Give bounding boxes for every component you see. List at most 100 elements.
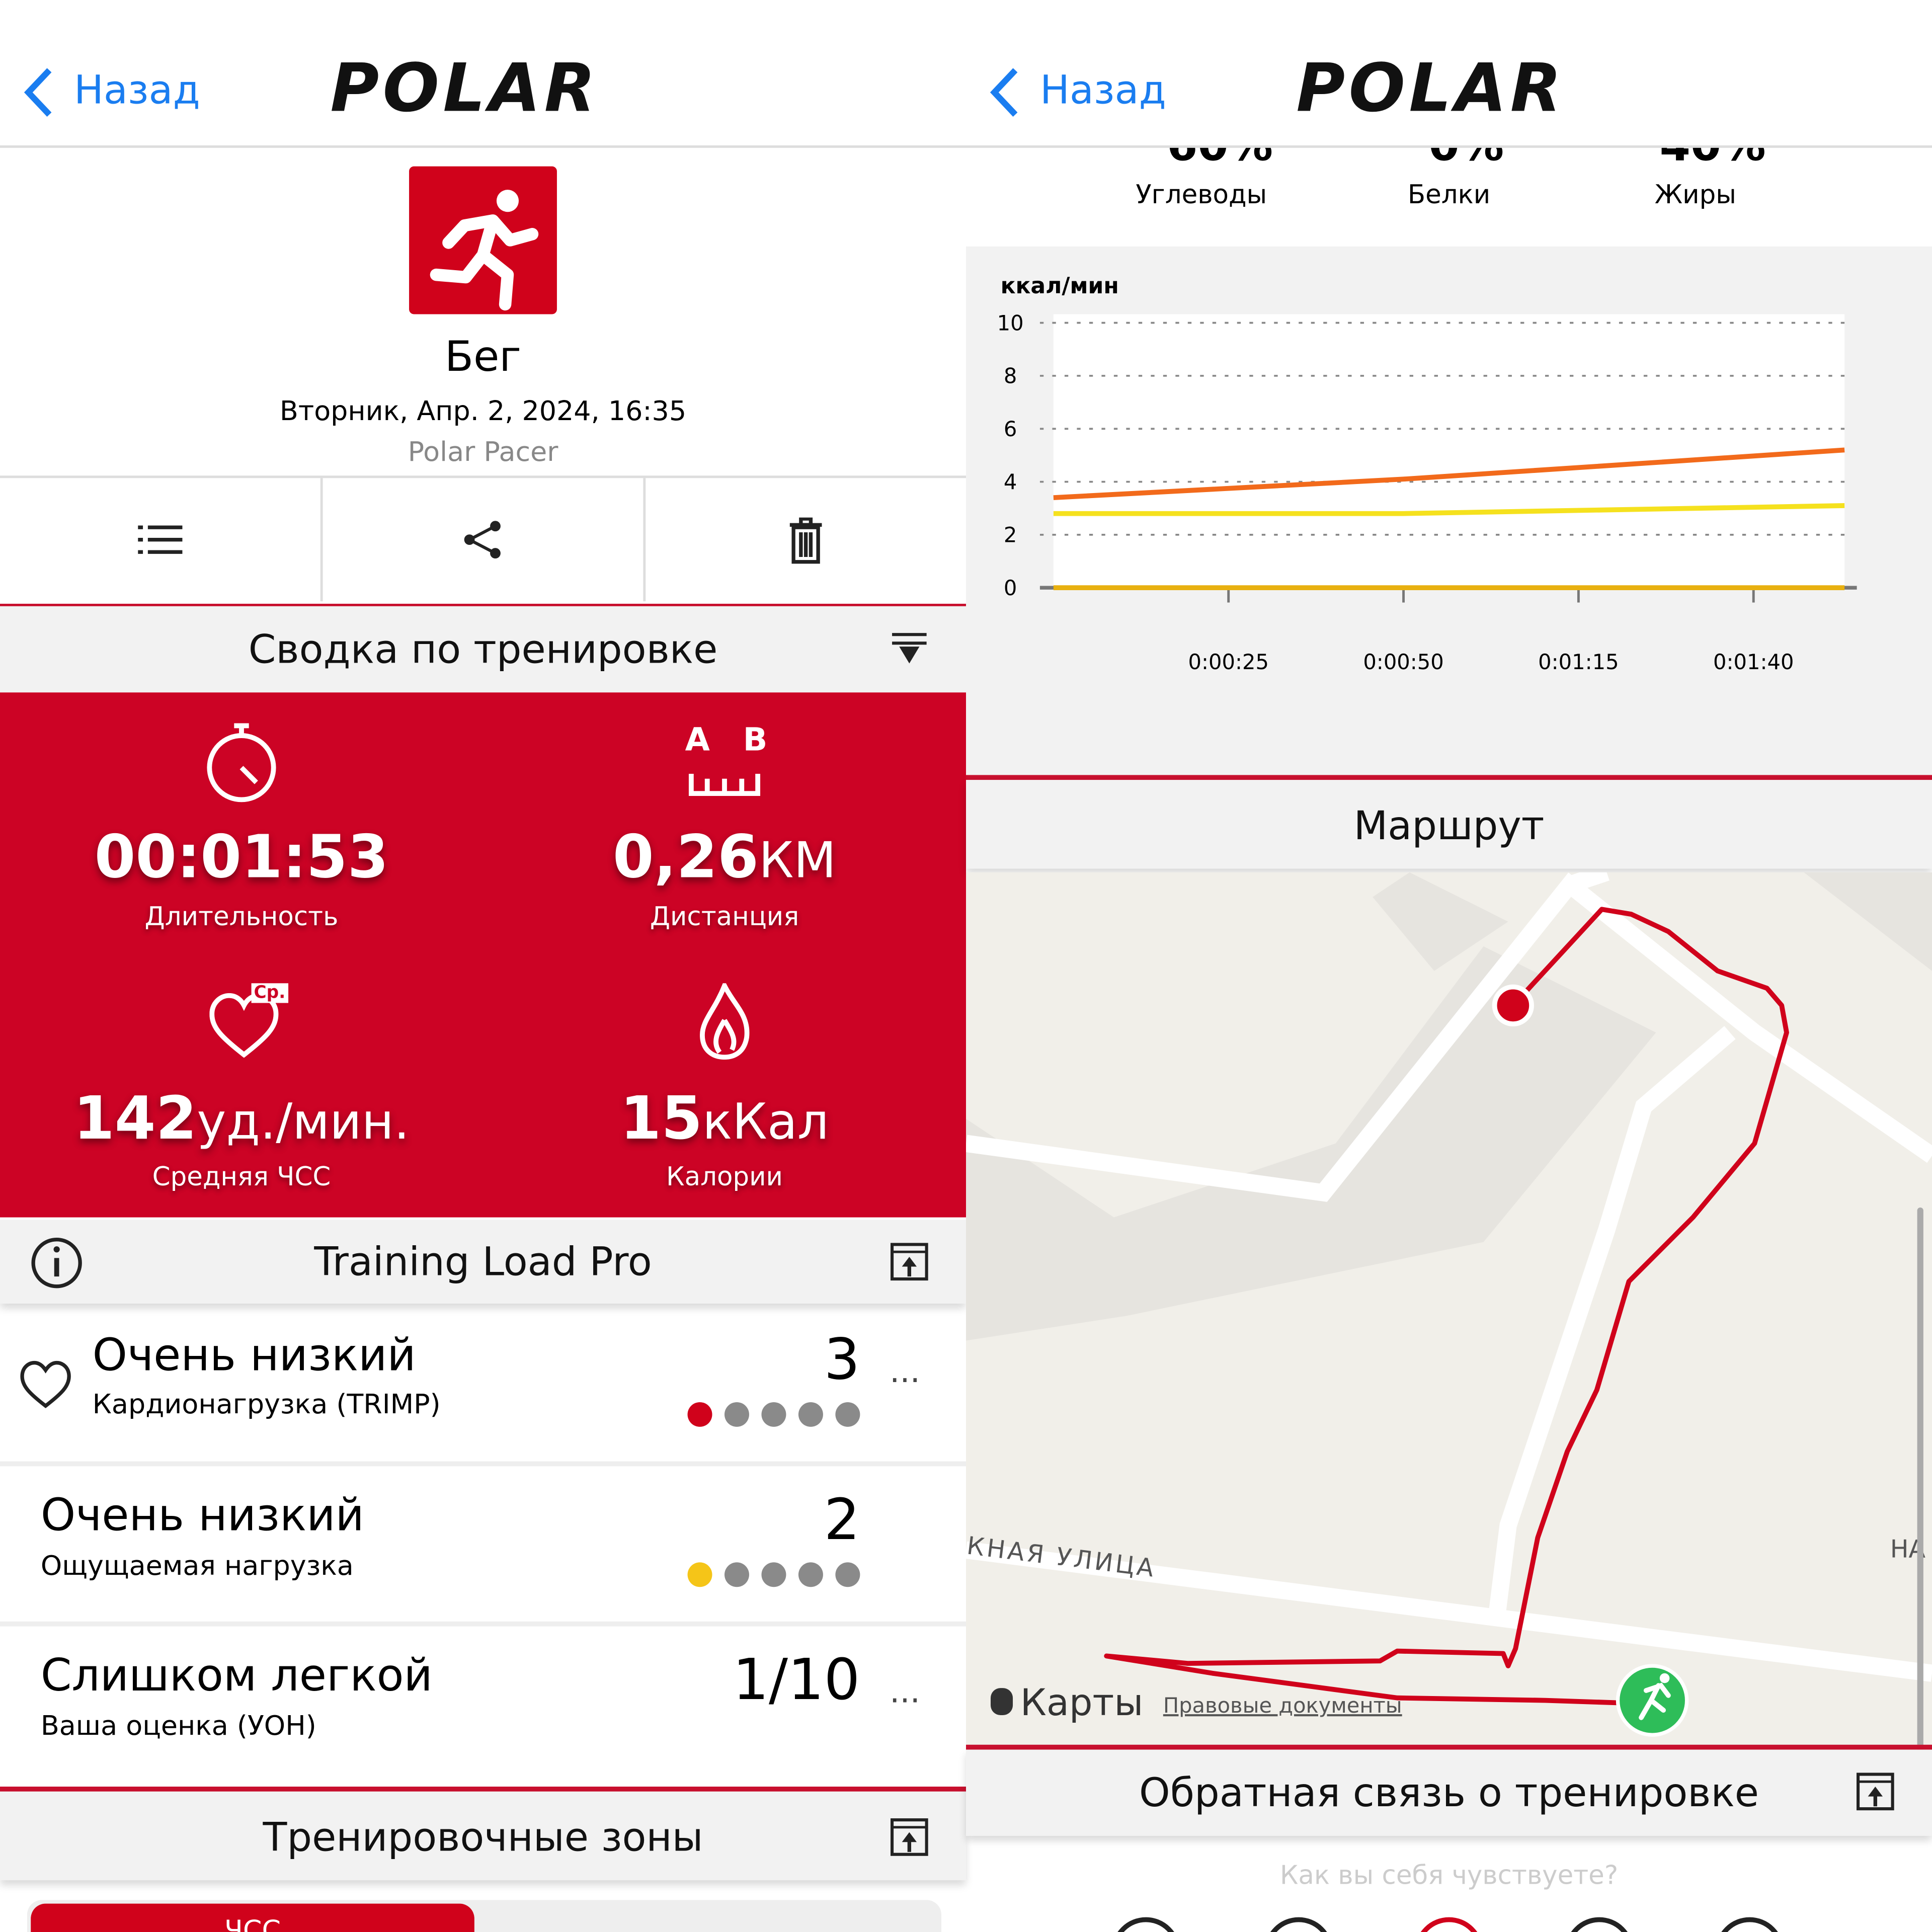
data-line: [1053, 503, 1845, 516]
heart-outline-icon: [20, 1360, 71, 1408]
load-score: 2: [824, 1486, 860, 1553]
section-title: Тренировочные зоны: [263, 1813, 703, 1861]
x-tick-label: 0:00:50: [1363, 650, 1443, 674]
collapse-icon[interactable]: [890, 1242, 929, 1281]
load-score: 3: [824, 1326, 860, 1393]
y-tick-label: 2: [1004, 523, 1017, 547]
route-line: [1104, 907, 1789, 1706]
ruler-icon: [688, 773, 761, 796]
dot: [725, 1562, 749, 1587]
y-tick-label: 10: [997, 310, 1024, 335]
section-header: [0, 606, 967, 693]
y-tick-label: 0: [1004, 576, 1017, 600]
plot-area: [1053, 314, 1845, 588]
y-tick-label: 8: [1004, 364, 1017, 388]
stat-number: 0,26: [612, 823, 759, 893]
stat-unit: кКал: [702, 1094, 829, 1151]
stat-label: Средняя ЧСС: [152, 1162, 331, 1192]
section-header: [0, 1220, 967, 1304]
separator: [966, 1744, 1932, 1750]
dot: [798, 1402, 823, 1427]
nav-bar: [966, 0, 1932, 148]
macro-value: 40%: [1660, 148, 1766, 172]
stopwatch-icon: [207, 723, 276, 802]
load-level: Слишком легкой: [40, 1651, 433, 1702]
summary-panel: [0, 692, 967, 1218]
street-label: КНАЯ УЛИЦА: [966, 1531, 1158, 1583]
apple-logo: [990, 1688, 1013, 1715]
route-end: [1492, 984, 1534, 1027]
load-label: Ваша оценка (УОН): [40, 1711, 316, 1742]
score-dots: [675, 1562, 860, 1592]
more-button[interactable]: ···: [890, 1362, 920, 1400]
load-label: Кардионагрузка (TRIMP): [92, 1390, 441, 1421]
dot: [687, 1402, 712, 1427]
section-header: [0, 1791, 967, 1881]
info-icon[interactable]: [30, 1236, 84, 1290]
activity-icon: [409, 166, 557, 314]
separator: [0, 1621, 967, 1627]
delete-icon[interactable]: [788, 517, 823, 565]
separator: [966, 775, 1932, 780]
macro-value: 60%: [1167, 148, 1273, 172]
stat-value: 00:01:53: [94, 823, 389, 893]
heart-icon: [209, 993, 279, 1058]
divider: [643, 478, 646, 602]
date: Вторник, Апр. 2, 2024, 16:35: [279, 396, 687, 428]
tab-label: ЧСС: [224, 1916, 281, 1932]
nav-bar: [0, 0, 967, 148]
share-icon[interactable]: [463, 520, 503, 559]
ab-letter: B: [743, 722, 768, 759]
load-label: Ощущаемая нагрузка: [40, 1551, 354, 1582]
device: Polar Pacer: [408, 437, 558, 468]
dot: [761, 1562, 786, 1587]
route-map[interactable]: КНАЯ УЛИЦА НА Карты Правовые документы: [966, 872, 1932, 1745]
x-tick-label: 0:01:40: [1713, 650, 1794, 674]
back-chevron[interactable]: [22, 66, 54, 118]
load-level: Очень низкий: [92, 1330, 416, 1382]
legal-link[interactable]: Правовые документы: [1163, 1693, 1402, 1718]
stat-value: 142уд./мин.: [73, 1084, 410, 1153]
score-dots: [675, 1402, 860, 1432]
x-tick-label: 0:00:25: [1188, 650, 1268, 674]
y-tick-label: 6: [1004, 417, 1017, 441]
divider: [320, 478, 323, 602]
dot: [798, 1562, 823, 1587]
stat-label: Калории: [666, 1162, 783, 1192]
dot: [835, 1402, 860, 1427]
logo: POLAR: [330, 49, 599, 127]
zone-tab[interactable]: ЧСС: [31, 1903, 474, 1932]
section-title: Training Load Pro: [314, 1238, 652, 1285]
dot: [835, 1562, 860, 1587]
back-chevron[interactable]: [988, 66, 1020, 118]
feeling-options[interactable]: [966, 1910, 1932, 1932]
list-icon[interactable]: [135, 522, 185, 559]
collapse-icon[interactable]: [1856, 1772, 1895, 1811]
logo: POLAR: [1296, 49, 1565, 127]
stat-value: 0,26КМ: [613, 823, 836, 892]
dot: [761, 1402, 786, 1427]
stat-value: 15кКал: [620, 1084, 829, 1153]
macro-label: Белки: [1407, 180, 1491, 210]
dot: [725, 1402, 749, 1427]
separator: [0, 1787, 967, 1792]
section-header: [966, 780, 1932, 869]
filter-icon[interactable]: [890, 631, 929, 666]
stat-label: Длительность: [144, 902, 339, 932]
macro-label: Жиры: [1654, 180, 1736, 210]
load-score: 1/10: [733, 1646, 860, 1713]
activity-name: Бег: [444, 333, 522, 382]
maps-label: Карты: [1020, 1681, 1144, 1724]
section-title: Сводка по тренировке: [248, 626, 718, 673]
y-axis-label: ккал/мин: [1001, 273, 1119, 299]
back-button[interactable]: Назад: [73, 66, 200, 114]
data-line: [1053, 447, 1845, 501]
back-button[interactable]: Назад: [1039, 66, 1166, 114]
energy-chart: ккал/мин 0 2 4 6 8 10 0:00:25 0:00:50 0:01:15 0:0…: [966, 246, 1932, 776]
section-title: Обратная связь о тренировке: [1139, 1769, 1759, 1816]
macro-label: Углеводы: [1136, 180, 1267, 210]
more-button[interactable]: ···: [890, 1683, 920, 1720]
collapse-icon[interactable]: [890, 1817, 929, 1857]
stat-unit: КМ: [758, 833, 837, 890]
